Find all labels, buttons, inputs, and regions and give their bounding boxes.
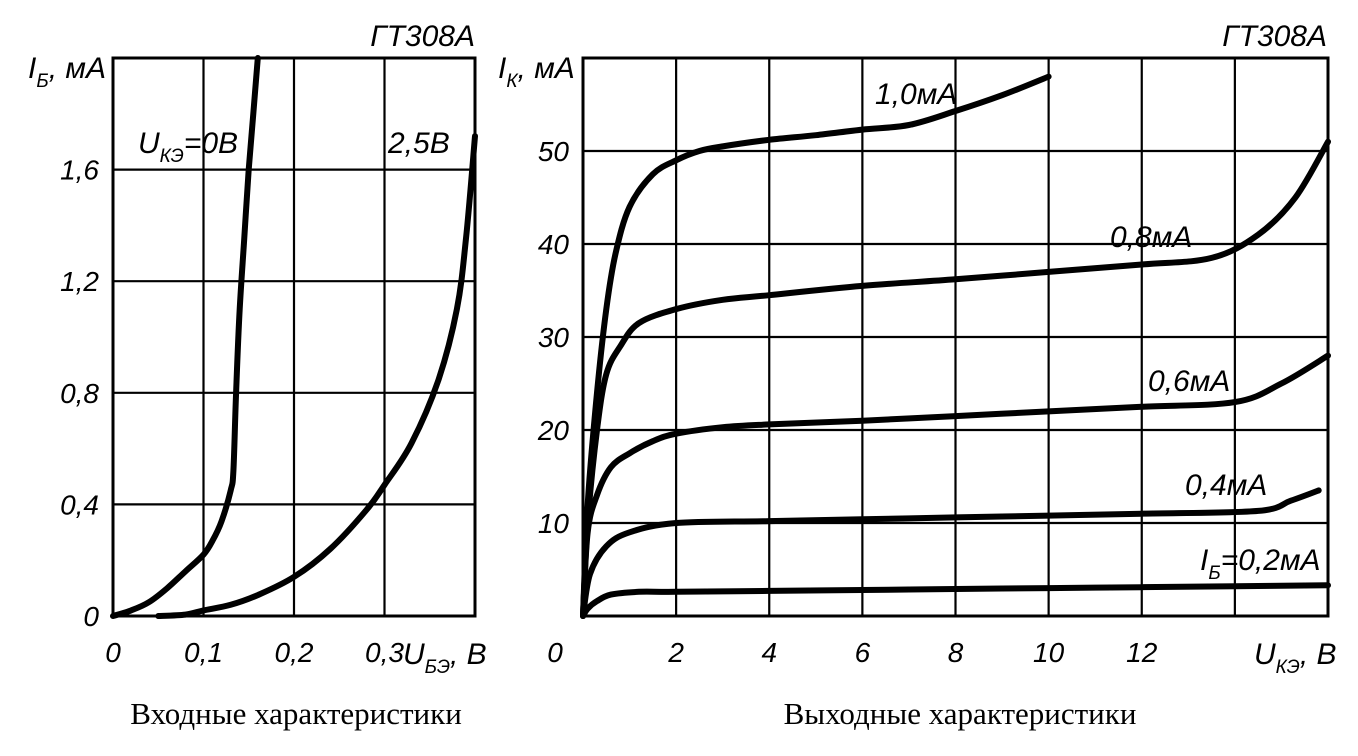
output-y-tick-label: 50 <box>538 136 570 167</box>
input-chart-grid: 0 0,1 0,2 0,3 0 0,4 0,8 1,2 1,6 <box>60 56 477 668</box>
input-x-tick-label: 0,3 <box>365 637 404 668</box>
output-y-tick-label: 10 <box>538 508 570 539</box>
output-x-tick-label: 8 <box>948 637 964 668</box>
output-chart-curves <box>580 73 1331 619</box>
input-y-tick-label: 0,8 <box>60 378 99 409</box>
output-chart-xlabel: UКЭ, В <box>1254 638 1337 678</box>
input-x-tick-label: 0,1 <box>184 637 223 668</box>
input-y-tick-label: 0 <box>83 601 99 632</box>
output-chart-ylabel: IК, мА <box>498 52 575 92</box>
input-y-tick-label: 1,6 <box>60 155 99 186</box>
output-series-label-4: 1,0мА <box>875 78 957 111</box>
output-x-tick-label: 0 <box>547 637 563 668</box>
output-series-label-3: 0,8мА <box>1110 221 1192 254</box>
input-chart-ylabel: IБ, мА <box>28 52 106 92</box>
input-chart-model: ГТ308А <box>370 20 475 53</box>
output-chart-caption: Выходные характеристики <box>784 696 1137 731</box>
output-characteristics-chart: 0 2 4 6 8 10 12 10 20 30 40 50 ГТ308А IК, мА UКЭ, В… <box>498 20 1337 731</box>
output-y-tick-label: 20 <box>537 415 570 446</box>
output-y-tick-label: 40 <box>538 229 570 260</box>
output-series-label-1: 0,4мА <box>1185 469 1267 502</box>
input-x-tick-label: 0 <box>105 637 121 668</box>
input-characteristics-chart: 0 0,1 0,2 0,3 0 0,4 0,8 1,2 1,6 ГТ308А IБ, мА UБ… <box>28 20 487 731</box>
input-chart-xlabel: UБЭ, В <box>403 638 487 678</box>
output-x-tick-label: 6 <box>855 637 871 668</box>
output-x-tick-label: 2 <box>667 637 684 668</box>
output-chart-grid: 0 2 4 6 8 10 12 10 20 30 40 50 <box>537 56 1330 668</box>
output-y-tick-label: 30 <box>538 322 570 353</box>
output-series-line-4 <box>580 73 1052 619</box>
output-x-tick-label: 12 <box>1126 637 1158 668</box>
output-chart-model: ГТ308А <box>1222 20 1327 53</box>
output-x-tick-label: 4 <box>761 637 777 668</box>
output-series-line-3 <box>580 138 1331 619</box>
input-x-tick-label: 0,2 <box>275 637 314 668</box>
input-series-label-1: 2,5В <box>387 127 450 160</box>
input-series-label-0: UКЭ=0В <box>138 127 238 167</box>
input-y-tick-label: 1,2 <box>60 266 99 297</box>
output-series-label-0: IБ=0,2мА <box>1200 544 1321 584</box>
output-series-label-2: 0,6мА <box>1148 365 1230 398</box>
input-y-tick-label: 0,4 <box>60 489 99 520</box>
output-x-tick-label: 10 <box>1033 637 1065 668</box>
input-chart-curves <box>110 55 478 619</box>
input-chart-caption: Входные характеристики <box>130 696 462 731</box>
output-series-line-0 <box>580 582 1331 619</box>
input-series-line-0 <box>110 55 261 619</box>
output-chart-labels: ГТ308А IК, мА UКЭ, В IБ=0,2мА 0,4мА 0,6м… <box>498 20 1337 731</box>
output-series-line-1 <box>580 487 1322 619</box>
input-chart-labels: ГТ308А IБ, мА UБЭ, В UКЭ=0В 2,5В Входные… <box>28 20 487 731</box>
input-series-line-1 <box>155 133 478 619</box>
output-series-line-2 <box>580 352 1331 619</box>
